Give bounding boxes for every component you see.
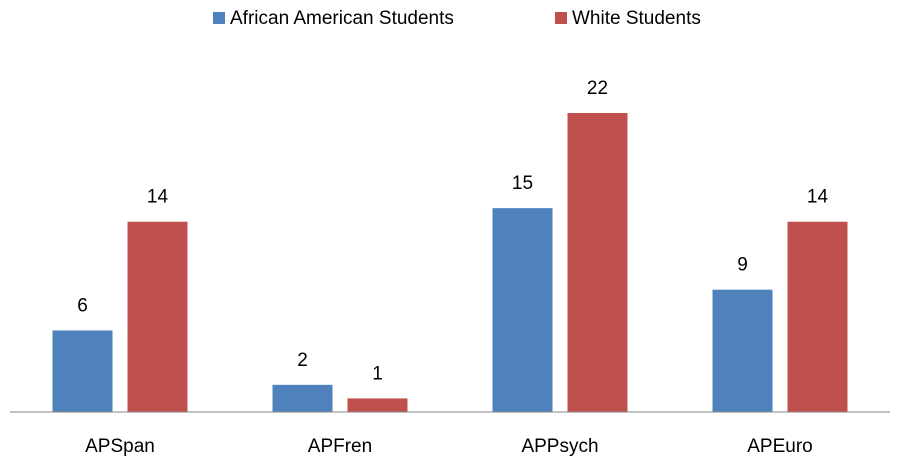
data-label: 1	[372, 363, 383, 384]
x-tick-label: APFren	[308, 436, 372, 457]
x-tick-label: APSpan	[85, 436, 155, 457]
bar	[787, 221, 848, 412]
x-tick-label: APEuro	[747, 436, 812, 457]
legend-swatch	[213, 12, 225, 24]
data-label: 6	[77, 295, 88, 316]
bar	[712, 289, 773, 412]
data-label: 15	[512, 173, 533, 194]
x-tick-label: APPsych	[521, 436, 598, 457]
bar	[272, 384, 333, 412]
data-label: 9	[737, 255, 748, 276]
bar	[52, 330, 113, 412]
bar	[492, 208, 553, 412]
data-label: 14	[807, 187, 829, 208]
bar	[127, 221, 188, 412]
bar	[567, 113, 628, 412]
data-label: 2	[297, 350, 308, 371]
data-label: 14	[147, 187, 169, 208]
legend-label: African American Students	[230, 8, 454, 29]
data-label: 22	[587, 78, 608, 99]
legend-swatch	[555, 12, 567, 24]
bar	[347, 398, 408, 412]
legend-label: White Students	[572, 8, 701, 29]
